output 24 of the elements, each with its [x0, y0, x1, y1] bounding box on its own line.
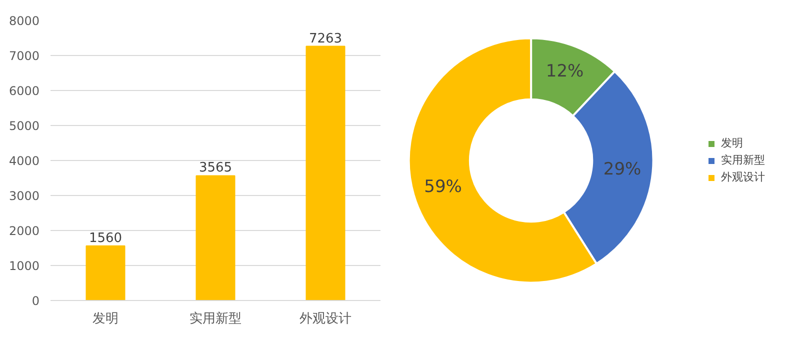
y-tick-label: 2000 [8, 224, 40, 238]
data-label: 3565 [198, 160, 232, 176]
data-label: 1560 [88, 230, 122, 246]
data-label: 29% [603, 159, 642, 180]
legend-label: 发明 [721, 136, 743, 150]
x-tick-label: 实用新型 [190, 312, 242, 326]
y-tick-label: 3000 [8, 189, 40, 203]
y-tick-label: 7000 [8, 49, 40, 63]
y-tick-label: 4000 [8, 154, 40, 168]
y-tick-label: 8000 [8, 14, 40, 28]
x-tick-label: 外观设计 [300, 312, 352, 326]
x-tick-label: 发明 [92, 312, 118, 326]
data-label: 59% [424, 177, 462, 198]
y-tick-label: 5000 [8, 119, 40, 133]
legend-label: 实用新型 [721, 152, 765, 168]
y-tick-label: 6000 [8, 84, 40, 98]
data-label: 12% [546, 62, 584, 82]
bar [306, 46, 346, 300]
y-tick-label: 0 [32, 294, 40, 308]
legend-label: 外观设计 [721, 170, 765, 184]
bar [86, 245, 126, 300]
y-tick-label: 1000 [8, 259, 40, 273]
data-label: 7263 [308, 31, 342, 46]
bar [196, 175, 236, 300]
